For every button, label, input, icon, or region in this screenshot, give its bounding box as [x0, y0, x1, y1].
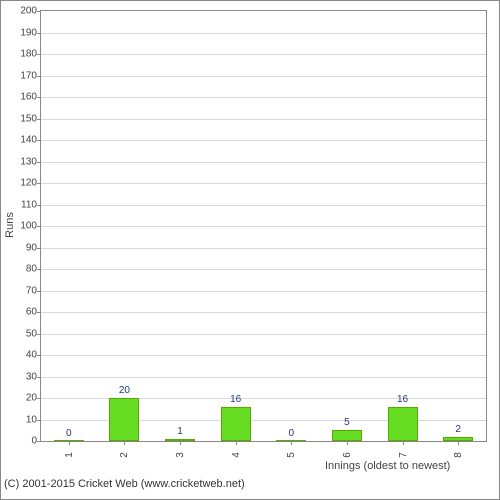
- y-axis-title: Runs: [4, 212, 16, 238]
- gridline: [41, 355, 486, 356]
- y-tick-label: 150: [20, 113, 41, 124]
- y-tick-label: 180: [20, 49, 41, 60]
- gridline: [41, 205, 486, 206]
- gridline: [41, 398, 486, 399]
- x-tick-mark: [69, 441, 70, 445]
- bar: [332, 430, 362, 441]
- gridline: [41, 291, 486, 292]
- bar-value-label: 0: [289, 428, 295, 439]
- x-tick-label: 8: [453, 452, 464, 458]
- x-tick-label: 5: [286, 452, 297, 458]
- bar-value-label: 5: [344, 417, 350, 428]
- gridline: [41, 312, 486, 313]
- gridline: [41, 420, 486, 421]
- x-tick-label: 7: [398, 452, 409, 458]
- y-tick-label: 200: [20, 6, 41, 17]
- bar-value-label: 2: [455, 424, 461, 435]
- x-tick-mark: [403, 441, 404, 445]
- bar: [109, 398, 139, 441]
- y-tick-label: 10: [26, 414, 41, 425]
- bar: [388, 407, 418, 441]
- y-tick-label: 160: [20, 92, 41, 103]
- gridline: [41, 248, 486, 249]
- y-tick-label: 70: [26, 285, 41, 296]
- x-tick-mark: [124, 441, 125, 445]
- y-tick-label: 120: [20, 178, 41, 189]
- x-axis-title: Innings (oldest to newest): [325, 460, 450, 472]
- bar: [221, 407, 251, 441]
- y-tick-label: 100: [20, 221, 41, 232]
- y-tick-label: 0: [31, 436, 41, 447]
- x-tick-mark: [180, 441, 181, 445]
- bar-value-label: 20: [119, 385, 130, 396]
- gridline: [41, 97, 486, 98]
- bar-value-label: 16: [397, 394, 408, 405]
- x-tick-label: 3: [175, 452, 186, 458]
- y-tick-label: 30: [26, 371, 41, 382]
- gridline: [41, 119, 486, 120]
- x-tick-label: 6: [342, 452, 353, 458]
- chart-container: 0102030405060708090100110120130140150160…: [0, 0, 500, 500]
- gridline: [41, 162, 486, 163]
- y-tick-label: 170: [20, 70, 41, 81]
- x-tick-label: 2: [119, 452, 130, 458]
- copyright-text: (C) 2001-2015 Cricket Web (www.cricketwe…: [4, 478, 245, 490]
- bar-value-label: 0: [66, 428, 72, 439]
- gridline: [41, 54, 486, 55]
- bar-value-label: 1: [177, 426, 183, 437]
- gridline: [41, 226, 486, 227]
- y-tick-label: 140: [20, 135, 41, 146]
- y-tick-label: 60: [26, 307, 41, 318]
- gridline: [41, 183, 486, 184]
- y-tick-label: 90: [26, 242, 41, 253]
- x-tick-mark: [347, 441, 348, 445]
- x-tick-mark: [291, 441, 292, 445]
- y-tick-label: 130: [20, 156, 41, 167]
- bar-value-label: 16: [230, 394, 241, 405]
- x-tick-mark: [458, 441, 459, 445]
- gridline: [41, 334, 486, 335]
- y-tick-label: 20: [26, 393, 41, 404]
- gridline: [41, 269, 486, 270]
- x-tick-label: 1: [64, 452, 75, 458]
- y-tick-label: 40: [26, 350, 41, 361]
- gridline: [41, 140, 486, 141]
- gridline: [41, 377, 486, 378]
- y-tick-label: 190: [20, 27, 41, 38]
- y-tick-label: 50: [26, 328, 41, 339]
- gridline: [41, 33, 486, 34]
- y-tick-label: 110: [21, 199, 41, 210]
- x-tick-label: 4: [231, 452, 242, 458]
- gridline: [41, 76, 486, 77]
- plot-area: 0102030405060708090100110120130140150160…: [40, 10, 487, 442]
- y-tick-label: 80: [26, 264, 41, 275]
- x-tick-mark: [236, 441, 237, 445]
